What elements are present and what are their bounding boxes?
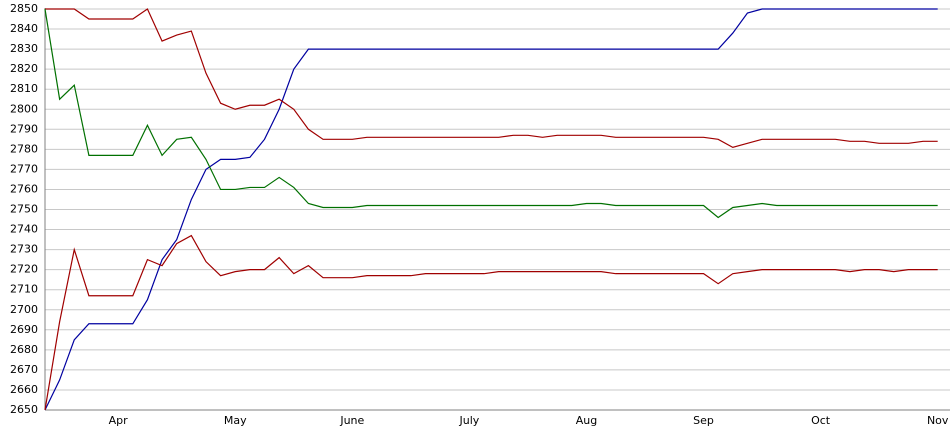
y-tick-label: 2690 — [10, 323, 38, 336]
y-tick-label: 2660 — [10, 383, 38, 396]
series-line — [45, 8, 938, 148]
series-line — [44, 8, 938, 219]
y-tick-label: 2700 — [10, 303, 38, 316]
y-tick-label: 2850 — [10, 2, 38, 15]
y-tick-label: 2750 — [10, 203, 38, 216]
y-tick-label: 2740 — [10, 223, 38, 236]
y-tick-label: 2840 — [10, 22, 38, 35]
series-line — [44, 234, 938, 411]
x-tick-label: Aug — [576, 414, 597, 427]
y-tick-label: 2760 — [10, 182, 38, 195]
x-tick-label: May — [224, 414, 247, 427]
y-tick-label: 2730 — [10, 243, 38, 256]
y-tick-label: 2710 — [10, 283, 38, 296]
y-tick-label: 2780 — [10, 142, 38, 155]
x-tick-label: July — [458, 414, 479, 427]
x-tick-label: June — [339, 414, 364, 427]
y-tick-label: 2670 — [10, 363, 38, 376]
y-tick-label: 2650 — [10, 403, 38, 416]
series-line — [44, 8, 938, 411]
x-tick-label: Apr — [109, 414, 129, 427]
y-tick-label: 2810 — [10, 82, 38, 95]
y-tick-label: 2720 — [10, 263, 38, 276]
y-tick-label: 2820 — [10, 62, 38, 75]
y-tick-label: 2680 — [10, 343, 38, 356]
y-tick-label: 2770 — [10, 162, 38, 175]
y-tick-label: 2790 — [10, 122, 38, 135]
x-tick-label: Nov — [927, 414, 949, 427]
y-tick-label: 2800 — [10, 102, 38, 115]
x-tick-label: Oct — [811, 414, 831, 427]
y-tick-label: 2830 — [10, 42, 38, 55]
x-tick-label: Sep — [693, 414, 714, 427]
